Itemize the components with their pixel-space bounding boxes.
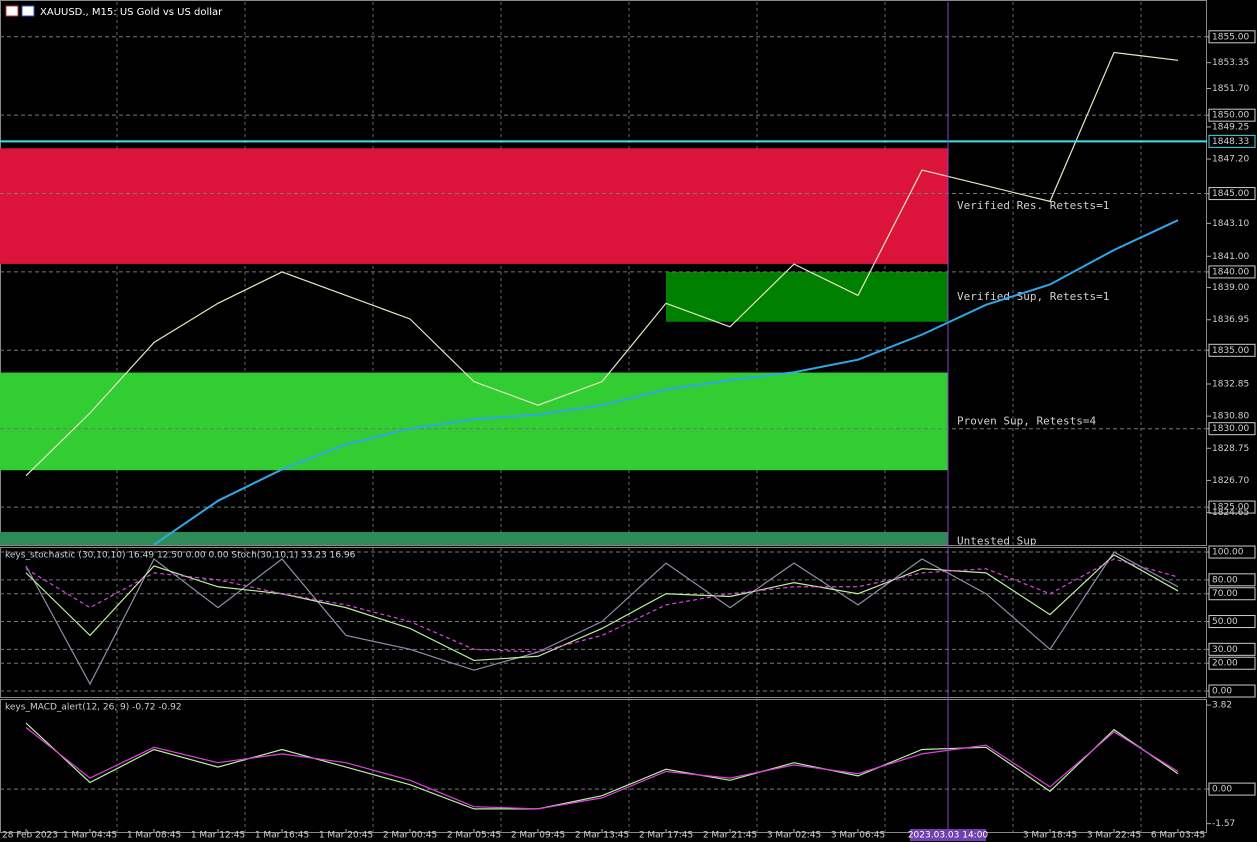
- x-tick-label: 3 Mar 06:45: [831, 831, 885, 841]
- y-tick-label: 3.82: [1212, 701, 1232, 711]
- x-tick-label: 1 Mar 16:45: [255, 831, 309, 841]
- stoch-pane-frame: [0, 547, 1207, 698]
- y-tick-label: 1850.00: [1212, 111, 1249, 121]
- tick-box: [1208, 782, 1256, 796]
- y-tick-label: 1841.00: [1212, 252, 1249, 262]
- zone-label: Proven Sup, Retests=4: [957, 414, 1096, 427]
- y-tick-label: 1851.70: [1212, 84, 1249, 94]
- y-tick-label: 1836.95: [1212, 315, 1249, 325]
- y-tick-label: 20.00: [1212, 659, 1238, 669]
- series-line: [25, 554, 1179, 662]
- y-tick-label: 1853.35: [1212, 58, 1249, 68]
- y-tick-label: 70.00: [1212, 589, 1238, 599]
- y-tick-label: 1832.85: [1212, 380, 1249, 390]
- y-tick-label: 80.00: [1212, 575, 1238, 585]
- zone: [0, 531, 948, 545]
- y-tick-label: 1826.70: [1212, 476, 1249, 486]
- main-pane-frame: [0, 0, 1207, 546]
- pane-title: XAUUSD., M15: US Gold vs US dollar: [40, 7, 223, 18]
- zone: [0, 372, 948, 471]
- y-tick-label: 100.00: [1212, 548, 1244, 558]
- x-tick-label: 2 Mar 00:45: [383, 831, 437, 841]
- price-box: [1208, 134, 1256, 148]
- x-tick-label: 3 Mar 22:45: [1087, 831, 1141, 841]
- tick-box: [1208, 108, 1256, 122]
- y-tick-label: 1835.00: [1212, 346, 1249, 356]
- pane-title: keys_MACD_alert(12, 26, 9) -0.72 -0.92: [5, 703, 182, 713]
- tick-box: [1208, 343, 1256, 357]
- pane-plot: Verified Res. Retests=1 Verified Sup, Ret…: [0, 36, 1207, 547]
- series-line: [25, 727, 1179, 810]
- y-tick-label: 1843.10: [1212, 219, 1249, 229]
- crosshair-time: 2023.03.03 14:00: [908, 831, 989, 841]
- tick-box: [1208, 642, 1256, 656]
- y-tick-label: -1.57: [1212, 819, 1235, 829]
- x-tick-label: 1 Mar 20:45: [319, 831, 373, 841]
- series-line: [25, 551, 1179, 686]
- tick-box: [1208, 30, 1256, 44]
- series-line: [25, 51, 1179, 477]
- y-tick-label: 1824.65: [1212, 508, 1249, 518]
- tick-box: [1208, 684, 1256, 698]
- current-price-label: 1848.33: [1212, 137, 1249, 147]
- x-tick-label: 2 Mar 09:45: [511, 831, 565, 841]
- y-tick-label: 30.00: [1212, 645, 1238, 655]
- y-tick-label: 1825.00: [1212, 503, 1249, 513]
- y-tick-label: 50.00: [1212, 617, 1238, 627]
- x-tick-label: 2 Mar 21:45: [703, 831, 757, 841]
- x-tick-label: 2 Mar 13:45: [575, 831, 629, 841]
- series-line: [153, 219, 1179, 545]
- x-tick-label: 3 Mar 18:45: [1023, 831, 1077, 841]
- zone-label: Verified Sup, Retests=1: [957, 290, 1109, 303]
- pane-title: keys_stochastic (30,10,10) 16.49 12.50 0…: [5, 551, 356, 561]
- y-tick-label: 1828.75: [1212, 444, 1249, 454]
- tick-box: [1208, 573, 1256, 587]
- window-icons: [5, 5, 35, 17]
- y-tick-label: 1839.00: [1212, 283, 1249, 293]
- x-tick-label: 2 Mar 05:45: [447, 831, 501, 841]
- zone: [666, 271, 948, 322]
- y-tick-label: 1845.00: [1212, 189, 1249, 199]
- tick-box: [1208, 587, 1256, 601]
- y-tick-label: 1830.00: [1212, 424, 1249, 434]
- y-tick-label: 1847.20: [1212, 155, 1249, 165]
- x-tick-label: 1 Mar 12:45: [191, 831, 245, 841]
- crosshair-box: [910, 829, 986, 841]
- zone: [0, 148, 948, 264]
- x-tick-label: 2 Mar 17:45: [639, 831, 693, 841]
- series-line: [25, 722, 1179, 810]
- x-tick-label: 1 Mar 08:45: [127, 831, 181, 841]
- x-tick-label: 28 Feb 2023: [2, 831, 58, 841]
- y-tick-label: 1855.00: [1212, 32, 1249, 42]
- tick-box: [1208, 656, 1256, 670]
- tick-box: [1208, 500, 1256, 514]
- pane-plot: [0, 722, 1207, 810]
- y-tick-label: 1840.00: [1212, 267, 1249, 277]
- y-tick-label: 0.00: [1212, 785, 1232, 795]
- tick-box: [1208, 615, 1256, 629]
- zone-label: Untested Sup: [957, 534, 1036, 547]
- x-tick-label: 3 Mar 02:45: [767, 831, 821, 841]
- y-tick-label: 1849.25: [1212, 122, 1249, 132]
- y-tick-label: 1830.80: [1212, 412, 1249, 422]
- y-tick-label: 0.00: [1212, 687, 1232, 697]
- series-line: [25, 558, 1179, 653]
- tick-box: [1208, 422, 1256, 436]
- tick-box: [1208, 187, 1256, 201]
- tick-box: [1208, 545, 1256, 559]
- x-tick-label: 1 Mar 04:45: [63, 831, 117, 841]
- x-tick-label: 6 Mar 03:45: [1151, 831, 1205, 841]
- tick-box: [1208, 265, 1256, 279]
- pane-plot: [0, 551, 1207, 692]
- zone-label: Verified Res. Retests=1: [957, 199, 1109, 212]
- macd-pane-frame: [0, 699, 1207, 833]
